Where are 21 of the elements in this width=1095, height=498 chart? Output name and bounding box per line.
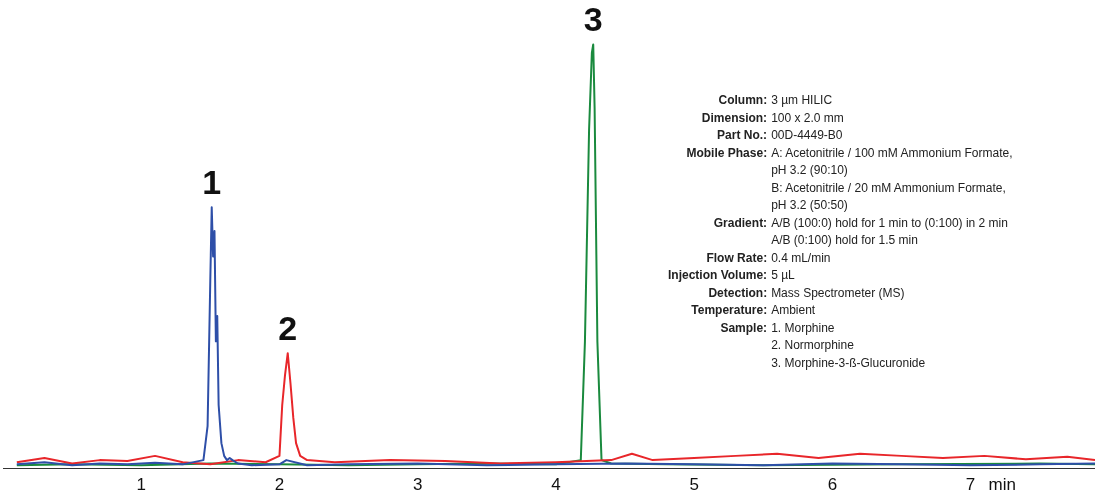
annotation: Gradient: A/B (100:0) hold for 1 min to (0:100) in 2 min A/B (0:100) hold for 1.5 min — [712, 214, 1009, 249]
annotation: Temperature: Ambient — [690, 302, 817, 319]
annotation: Flow Rate: 0.4 mL/min — [705, 249, 832, 267]
x-tick-label: 5 — [689, 475, 699, 495]
x-tick-label: 3 — [412, 475, 423, 495]
annotation: 3 — [583, 0, 603, 38]
x-tick-label: 2 — [274, 475, 285, 495]
annotation: Column: 3 µm HILIC — [717, 92, 834, 109]
x-tick-label: 6 — [827, 475, 838, 495]
annotation: 2 — [278, 308, 298, 347]
annotation: Sample: 1. Morphine 2. Normorphine 3. Morphine-3-ß-Glucuronide — [719, 319, 927, 372]
x-tick-label: 1 — [136, 475, 146, 495]
x-axis-title: min — [988, 474, 1016, 494]
annotation: 1 — [202, 162, 222, 201]
annotation: Detection: Mass Spectrometer (MS) — [707, 284, 906, 302]
annotation: Injection Volume: 5 µL — [668, 267, 796, 284]
annotation: Part No.: 00D-4449-B0 — [716, 127, 844, 144]
x-tick-label: 4 — [551, 475, 561, 495]
annotation: Mobile Phase: A: Acetonitrile / 100 mM Ammonium Formate, pH 3.2 (90:10) B: Acetonitrile / 20 mM Ammonium Formate, pH 3.2 (50:50) — [685, 144, 1013, 214]
x-tick-label: 7 — [965, 475, 976, 495]
annotation: Dimension: 100 x 2.0 mm — [700, 109, 845, 127]
